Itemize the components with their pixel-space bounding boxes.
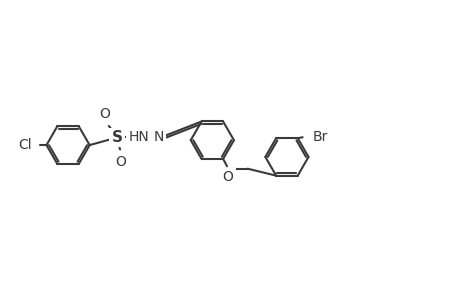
Text: O: O <box>115 155 126 169</box>
Text: N: N <box>153 130 163 144</box>
Text: HN: HN <box>128 130 149 144</box>
Text: O: O <box>222 170 233 184</box>
Text: Br: Br <box>312 130 327 144</box>
Text: O: O <box>99 106 110 121</box>
Text: S: S <box>112 130 123 145</box>
Text: Cl: Cl <box>18 138 32 152</box>
